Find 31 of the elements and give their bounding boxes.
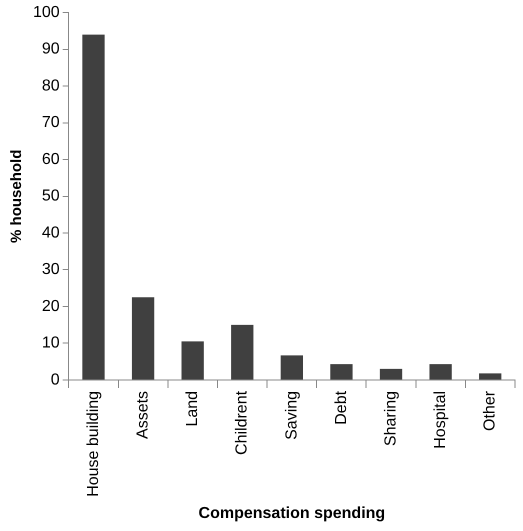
x-tick-label: Debt xyxy=(332,390,350,425)
bar xyxy=(280,355,304,380)
x-tick-label: Sharing xyxy=(382,390,400,446)
y-tick-label: 0 xyxy=(50,371,60,388)
y-tick-label: 30 xyxy=(42,261,60,278)
bar xyxy=(182,341,204,380)
bar xyxy=(330,364,353,380)
x-tick-label: Saving xyxy=(283,390,300,440)
y-axis-title: % household xyxy=(8,150,26,243)
x-tick-label: Childrent xyxy=(234,390,251,455)
y-tick-label: 70 xyxy=(42,114,60,132)
y-tick-label: 90 xyxy=(42,40,60,58)
bar xyxy=(429,364,452,380)
y-tick-label: 100 xyxy=(32,4,60,22)
bar xyxy=(132,297,154,380)
bar xyxy=(380,368,402,380)
x-tick-label: Other xyxy=(482,390,499,431)
bar xyxy=(231,324,254,380)
y-tick-label: 20 xyxy=(42,298,60,315)
x-axis-title: Compensation spending xyxy=(198,504,386,522)
x-tick-label: Hospital xyxy=(432,390,450,449)
x-tick-label: House building xyxy=(84,390,102,497)
x-tick-label: Assets xyxy=(134,390,152,439)
x-tick-label: Land xyxy=(184,390,202,427)
y-tick-label: 40 xyxy=(42,224,60,242)
y-tick-label: 60 xyxy=(42,150,60,168)
bar xyxy=(82,34,105,380)
y-tick-label: 80 xyxy=(42,77,60,94)
y-tick-label: 10 xyxy=(42,334,60,352)
bar xyxy=(479,373,502,380)
y-tick-label: 50 xyxy=(42,188,60,205)
